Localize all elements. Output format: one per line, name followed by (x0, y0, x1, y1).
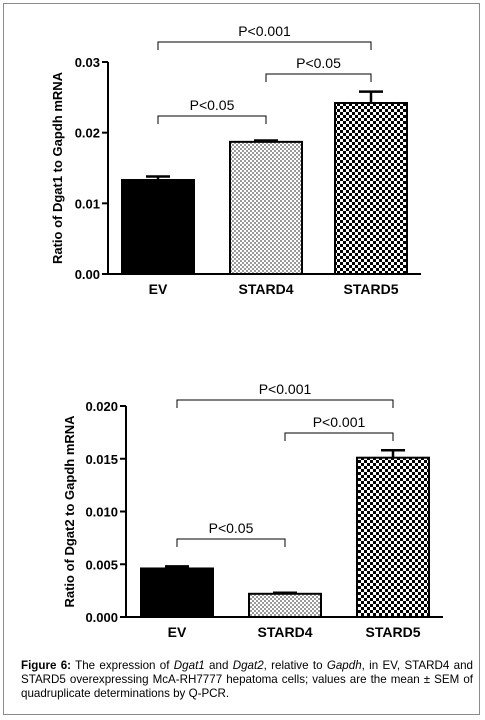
y-axis-title: Ratio of Dgat1 to Gapdh mRNA (50, 71, 65, 264)
y-tick-label: 0.015 (85, 452, 118, 467)
figure-charts: 0.00 0.01 0.02 0.03 Ratio of Dgat1 to Gapdh … (50, 23, 443, 640)
category-label: STARD4 (239, 281, 294, 297)
caption-gene-name: Dgat1 (173, 659, 205, 672)
figure-frame: 0.00 0.01 0.02 0.03 Ratio of Dgat1 to Gapdh … (3, 3, 480, 715)
significance-bracket (284, 432, 394, 441)
significance-bracket (157, 41, 372, 50)
y-axis-title: Ratio of Dgat2 to Gapdh mRNA (62, 415, 77, 608)
caption-label: Figure 6: (21, 659, 72, 672)
y-tick-label: 0.02 (75, 126, 100, 141)
y-tick-label: 0.000 (85, 610, 118, 625)
caption-text: , relative to (263, 659, 327, 672)
bar (334, 101, 408, 275)
significance-bracket (176, 399, 394, 408)
category-label: STARD5 (344, 281, 399, 297)
significance-label: P<0.001 (313, 414, 366, 430)
caption-gene-name: Dgat2 (232, 659, 264, 672)
chart-2: 0.000 0.005 0.010 0.015 0.020 Ratio of Dgat2 … (62, 381, 443, 640)
chart-1: 0.00 0.01 0.02 0.03 Ratio of Dgat1 to Gapdh … (50, 23, 421, 297)
bar (356, 456, 430, 618)
significance-label: P<0.05 (296, 55, 341, 71)
figure-caption: Figure 6: The expression of Dgat1 and Dg… (21, 659, 473, 701)
significance-bracket (157, 115, 267, 124)
bar (248, 592, 322, 618)
bar (121, 179, 195, 275)
significance-label: P<0.001 (238, 23, 291, 39)
significance-label: P<0.001 (259, 381, 312, 397)
y-tick-label: 0.00 (75, 267, 100, 282)
y-tick-label: 0.020 (85, 399, 118, 414)
caption-text: The expression of (71, 659, 174, 672)
bar (229, 140, 303, 275)
significance-label: P<0.05 (209, 520, 254, 536)
y-tick-label: 0.01 (75, 196, 100, 211)
significance-bracket (265, 73, 372, 82)
category-label: STARD5 (366, 624, 421, 640)
significance-label: P<0.05 (190, 97, 235, 113)
y-tick-label: 0.03 (75, 55, 100, 70)
caption-text: and (204, 659, 233, 672)
category-label: EV (149, 281, 168, 297)
category-label: EV (168, 624, 187, 640)
y-tick-label: 0.005 (85, 557, 118, 572)
category-label: STARD4 (258, 624, 313, 640)
caption-text: , in EV, STARD4 and STARD5 overexpressin… (21, 659, 473, 700)
caption-gene-name: Gapdh (326, 659, 362, 672)
y-tick-label: 0.010 (85, 505, 118, 520)
bar (140, 567, 214, 618)
significance-bracket (176, 538, 286, 547)
